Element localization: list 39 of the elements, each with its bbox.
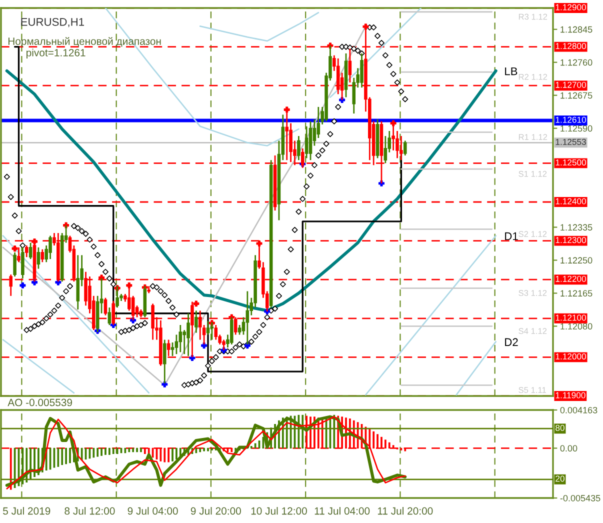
chart-title: AO -0.005539: [8, 398, 72, 406]
y-tick-label: 1.12675: [560, 92, 592, 99]
y-tick-label: 1.12080: [560, 323, 592, 330]
y-tick-label: 1.12845: [560, 26, 592, 33]
ref-line-label: 1.12700: [556, 82, 586, 88]
ref-line-label: 80: [556, 424, 564, 431]
annotation: Нормальный ценовой диапазон: [8, 37, 161, 47]
x-tick-label: 9 Jul 04:00: [128, 507, 178, 515]
x-tick-label: 10 Jul 12:00: [251, 507, 307, 515]
y-tick-label: 1.12760: [560, 59, 592, 66]
annotation: pivot=1.1261: [26, 48, 86, 58]
y-tick-label: 1.12250: [560, 257, 592, 264]
y-tick-label: 0.00: [560, 445, 578, 452]
x-tick-label: 11 Jul 04:00: [314, 507, 370, 515]
y-tick-label: 0.004163: [560, 406, 598, 414]
x-tick-label: 8 Jul 12:00: [64, 507, 115, 515]
ref-line-label: 1.12500: [556, 159, 586, 166]
series-label: D2: [505, 338, 518, 346]
ref-line-label: 1.12610: [556, 116, 586, 123]
ref-line-label: 1.12800: [556, 43, 586, 50]
y-tick-label: 1.12165: [560, 290, 592, 297]
ref-line-label: 1.12300: [556, 237, 586, 244]
text: EURUSD,H1: [21, 18, 84, 28]
ref-line-label: 1.11900: [556, 392, 586, 398]
ref-line-label: 1.12553: [556, 138, 586, 145]
series-label: LB: [505, 67, 518, 76]
ref-line-label: 1.12200: [556, 276, 586, 282]
y-tick-label: 1.12335: [560, 224, 592, 231]
y-tick-label: 1.12590: [560, 125, 592, 132]
ref-line-label: 20: [556, 476, 564, 482]
ref-line-label: 1.12900: [556, 4, 586, 10]
x-tick-label: 5 Jul 2019: [3, 507, 50, 515]
ref-line-label: 1.12400: [556, 198, 586, 204]
y-tick-label: -0.005435: [560, 494, 600, 502]
x-tick-label: 11 Jul 20:00: [378, 507, 433, 515]
x-tick-label: 9 Jul 20:00: [190, 507, 241, 515]
ref-line-label: 1.12100: [556, 314, 586, 321]
ref-line-label: 1.12000: [556, 353, 586, 360]
series-label: D1: [505, 232, 518, 240]
